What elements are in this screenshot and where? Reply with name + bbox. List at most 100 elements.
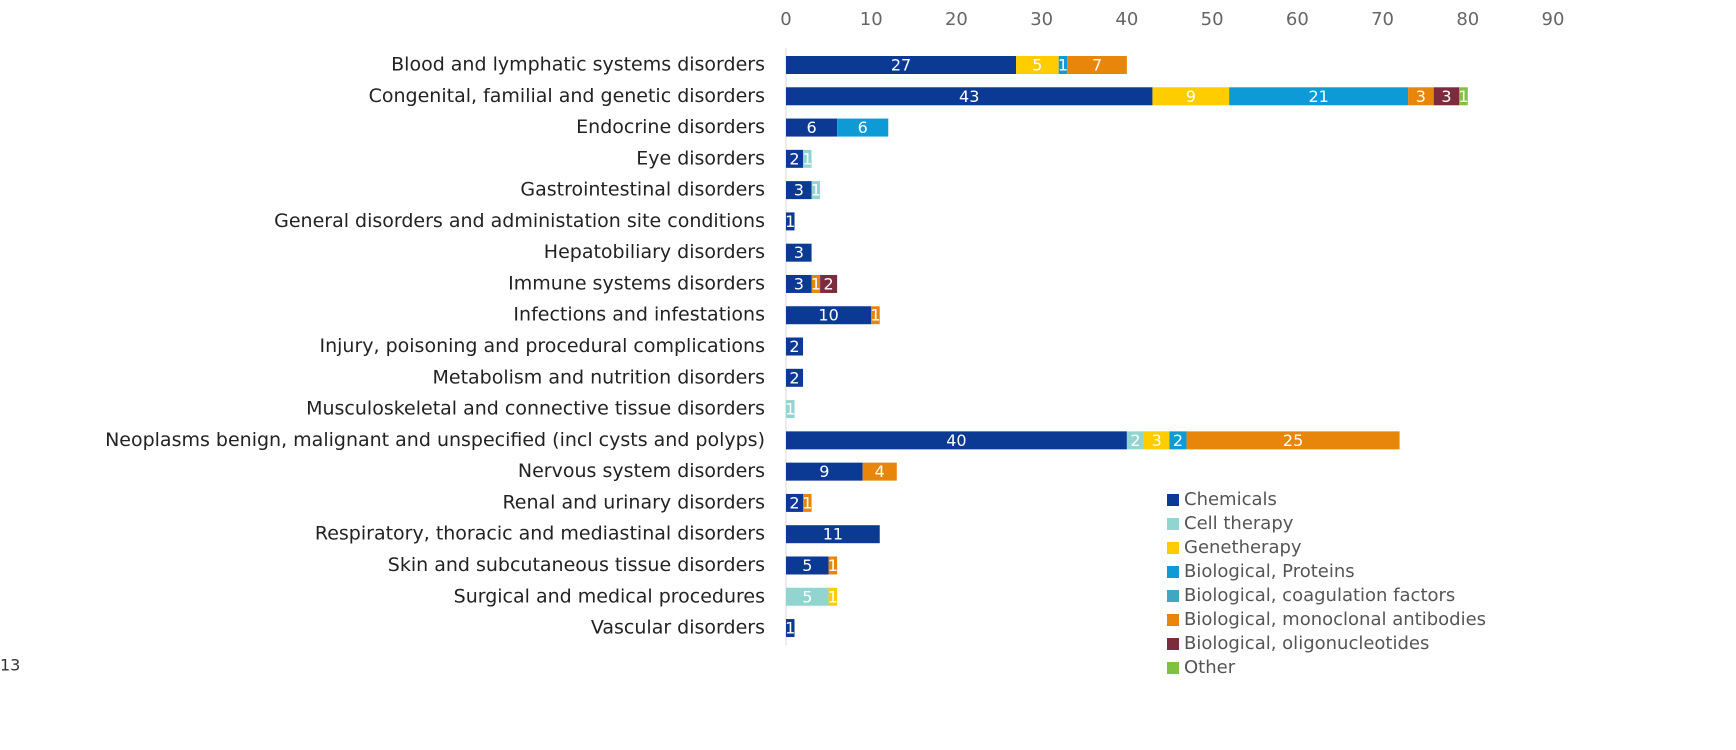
bar-segment	[1229, 87, 1409, 106]
bar-segment	[1143, 431, 1170, 450]
value-label: 1	[785, 212, 795, 231]
bar-segment	[786, 493, 804, 512]
legend-label: Biological, Proteins	[1184, 561, 1355, 582]
bar-segment	[786, 400, 795, 419]
bar-segment	[786, 525, 880, 544]
legend-label: Chemicals	[1184, 489, 1277, 510]
category-label: Eye disorders	[636, 147, 765, 169]
legend-swatch	[1167, 590, 1179, 602]
category-label: Skin and subcutaneous tissue disorders	[388, 554, 765, 576]
bar-segment	[1186, 431, 1400, 450]
category-label: Surgical and medical procedures	[454, 585, 765, 607]
bar-segment	[786, 212, 795, 231]
value-label: 25	[1283, 431, 1303, 450]
bar-segment	[786, 337, 804, 356]
category-label: Immune systems disorders	[508, 272, 765, 294]
bar-segment	[1433, 87, 1460, 106]
bar-segment	[1058, 56, 1068, 74]
value-label: 5	[1032, 56, 1042, 75]
value-label: 4	[875, 462, 885, 481]
category-label: Musculoskeletal and connective tissue di…	[306, 398, 765, 420]
legend-label: Biological, monoclonal antibodies	[1184, 609, 1486, 630]
value-label: 3	[794, 274, 804, 293]
bar-segment	[803, 149, 812, 168]
value-label: 5	[802, 587, 812, 606]
bar-segment	[1067, 56, 1127, 74]
legend-label: Other	[1184, 657, 1236, 678]
bar-segment	[811, 274, 821, 293]
x-tick-label: 30	[1030, 9, 1053, 30]
value-label: 1	[811, 274, 821, 293]
value-label: 2	[1173, 431, 1183, 450]
x-tick-label: 0	[780, 9, 791, 30]
bar-segment	[1459, 87, 1468, 106]
value-label: 3	[1416, 87, 1426, 106]
category-label: Metabolism and nutrition disorders	[432, 366, 765, 388]
value-label: 3	[794, 181, 804, 200]
value-label: 1	[785, 400, 795, 419]
category-label: Renal and urinary disorders	[502, 491, 765, 513]
bar-segment	[1126, 431, 1144, 450]
value-label: 1	[870, 306, 880, 325]
bar-segment	[786, 556, 829, 575]
category-label: Nervous system disorders	[518, 460, 765, 482]
x-tick-label: 60	[1286, 9, 1309, 30]
legend-label: Genetherapy	[1184, 537, 1302, 558]
legend-swatch	[1167, 566, 1179, 578]
value-label: 6	[806, 118, 816, 137]
bar-segment	[828, 556, 838, 575]
legend-swatch	[1167, 638, 1179, 650]
value-label: 10	[818, 306, 838, 325]
bar-segment	[871, 306, 880, 325]
category-label: Blood and lymphatic systems disorders	[391, 54, 765, 76]
legend-swatch	[1167, 662, 1179, 674]
category-label: Congenital, familial and genetic disorde…	[369, 85, 765, 107]
value-label: 1	[1058, 56, 1068, 75]
x-tick-label: 40	[1115, 9, 1138, 30]
bar-segment	[837, 118, 889, 137]
value-label: 2	[789, 493, 799, 512]
value-label: 1	[828, 587, 838, 606]
category-label: Respiratory, thoracic and mediastinal di…	[315, 523, 765, 545]
category-label: General disorders and administation site…	[274, 210, 765, 232]
x-tick-label: 50	[1201, 9, 1224, 30]
bar-segment	[862, 462, 897, 481]
legend-swatch	[1167, 518, 1179, 530]
value-label: 3	[1441, 87, 1451, 106]
value-label: 2	[789, 368, 799, 387]
bar-segment	[1169, 431, 1187, 450]
bar-segment	[820, 274, 838, 293]
value-label: 1	[802, 149, 812, 168]
value-label: 1	[828, 556, 838, 575]
value-label: 43	[959, 87, 979, 106]
value-label: 6	[858, 118, 868, 137]
legend-label: Biological, oligonucleotides	[1184, 633, 1429, 654]
legend-label: Cell therapy	[1184, 513, 1294, 534]
value-label: 1	[802, 493, 812, 512]
bar-segment	[786, 274, 812, 293]
value-label: 2	[789, 337, 799, 356]
value-label: 21	[1308, 87, 1328, 106]
value-label: 2	[1130, 431, 1140, 450]
value-label: 9	[819, 462, 829, 481]
value-label: 5	[802, 556, 812, 575]
bar-segment	[1408, 87, 1434, 106]
category-label: Hepatobiliary disorders	[544, 241, 765, 263]
value-label: 1	[811, 181, 821, 200]
bar-segment	[786, 149, 804, 168]
category-label: Gastrointestinal disorders	[520, 179, 765, 201]
category-label: Injury, poisoning and procedural complic…	[319, 335, 765, 357]
bar-segment	[786, 118, 838, 137]
value-label: 40	[946, 431, 966, 450]
value-label: 3	[794, 243, 804, 262]
bar-segment	[786, 619, 795, 638]
bar-segment	[786, 306, 872, 325]
value-label: 1	[785, 619, 795, 638]
value-label: 2	[824, 274, 834, 293]
bar-segment	[786, 181, 812, 200]
value-label: 9	[1186, 87, 1196, 106]
value-label: 7	[1092, 56, 1102, 75]
bar-segment	[803, 493, 812, 512]
bar-segment	[786, 87, 1153, 106]
x-tick-label: 90	[1542, 9, 1565, 30]
